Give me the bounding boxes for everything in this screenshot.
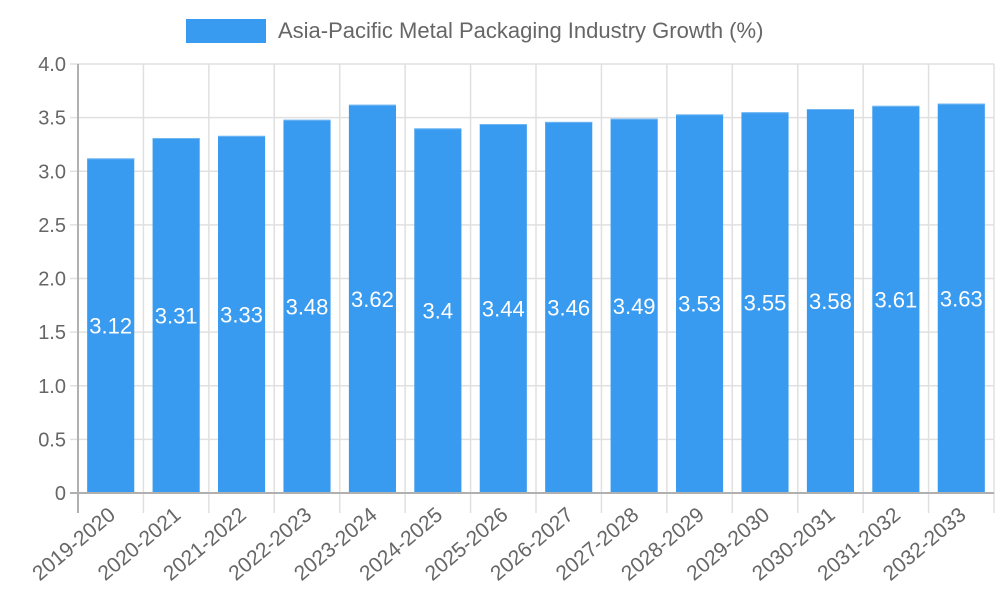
data-labels: 3.12 3.31 3.33 3.48 3.62 3.4 3.44 3.46 3.49 3.53 3… [89, 286, 982, 338]
legend-label: Asia-Pacific Metal Packaging Industry Gr… [278, 18, 764, 43]
bar[interactable] [937, 103, 985, 494]
y-tick-label: 0.5 [38, 429, 66, 451]
data-label: 3.48 [286, 294, 329, 319]
bar[interactable] [152, 138, 200, 493]
bar[interactable] [676, 114, 724, 493]
bar[interactable] [283, 119, 331, 494]
data-label: 3.4 [423, 299, 454, 324]
data-label: 3.44 [482, 297, 525, 322]
y-tick-label: 1.0 [38, 376, 66, 398]
bars [87, 103, 985, 494]
data-label: 3.46 [547, 295, 590, 320]
data-label: 3.12 [89, 314, 132, 339]
bar[interactable] [414, 128, 462, 493]
y-tick-label: 3.5 [38, 108, 66, 130]
y-tick-label: 2.5 [38, 215, 66, 237]
chart-legend[interactable]: Asia-Pacific Metal Packaging Industry Gr… [186, 18, 763, 44]
y-tick-label: 3.0 [38, 161, 66, 183]
data-label: 3.33 [220, 302, 263, 327]
y-tick-label: 0 [55, 483, 66, 505]
data-label: 3.62 [351, 287, 394, 312]
bar[interactable] [218, 135, 266, 494]
bar[interactable] [872, 105, 920, 493]
data-label: 3.55 [744, 291, 787, 316]
data-label: 3.58 [809, 289, 852, 314]
data-label: 3.61 [874, 287, 917, 312]
y-tick-label: 2.0 [38, 269, 66, 291]
data-label: 3.53 [678, 292, 721, 317]
data-label: 3.31 [155, 304, 198, 329]
data-label: 3.49 [613, 294, 656, 319]
grid-lines [70, 63, 995, 513]
y-axis-ticks: 0 0.5 1.0 1.5 2.0 2.5 3.0 3.5 4.0 [38, 54, 66, 505]
bar[interactable] [545, 121, 593, 493]
bar[interactable] [741, 112, 789, 493]
legend-swatch [186, 19, 266, 43]
bar[interactable] [87, 158, 135, 493]
data-label: 3.63 [940, 286, 983, 311]
bar[interactable] [806, 109, 854, 494]
bar[interactable] [479, 124, 527, 493]
bar[interactable] [610, 118, 658, 493]
bar[interactable] [348, 104, 396, 493]
x-axis-ticks: 2019-20202020-20212021-20222022-20232023… [28, 503, 970, 585]
y-tick-label: 1.5 [38, 322, 66, 344]
y-tick-label: 4.0 [38, 54, 66, 76]
axes [70, 64, 994, 513]
